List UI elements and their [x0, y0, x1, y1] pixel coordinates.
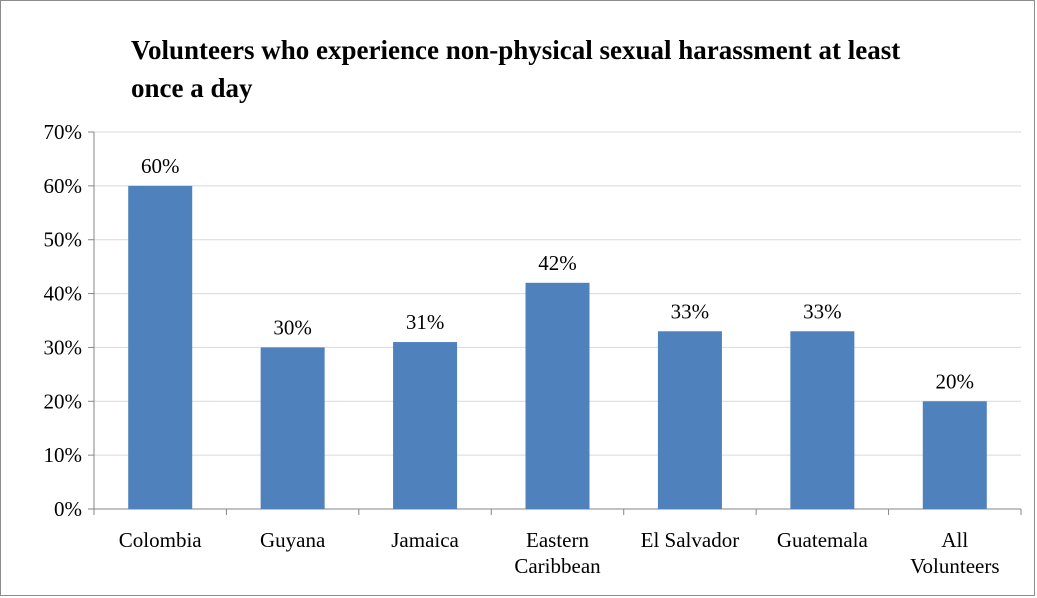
- x-category-label-line: Caribbean: [514, 554, 601, 578]
- x-category-label: Colombia: [119, 528, 203, 552]
- x-category-label: Jamaica: [391, 528, 459, 552]
- x-category-label: All Volunteers: [910, 528, 999, 578]
- x-category-label-line: Guatemala: [777, 528, 869, 552]
- x-category-label-line: Colombia: [119, 528, 203, 552]
- x-category-label: Eastern Caribbean: [514, 528, 601, 578]
- x-category-label: Guatemala: [777, 528, 869, 552]
- bar-6: [922, 401, 987, 509]
- data-label: 31%: [406, 310, 445, 334]
- x-category-label-line: Volunteers: [910, 554, 999, 578]
- data-label: 30%: [273, 315, 312, 339]
- bar-1: [260, 347, 325, 509]
- chart-title: Volunteers who experience non-physical s…: [131, 35, 901, 103]
- y-tick-label: 10%: [44, 443, 83, 467]
- x-category-label-line: All: [941, 528, 968, 552]
- x-category-label-line: Jamaica: [391, 528, 459, 552]
- y-tick-label: 70%: [44, 120, 83, 144]
- data-label: 42%: [538, 251, 577, 275]
- bar-0: [128, 185, 193, 509]
- bar-3: [525, 282, 590, 509]
- data-label: 33%: [803, 299, 842, 323]
- y-tick-label: 60%: [44, 174, 83, 198]
- data-label: 20%: [936, 369, 975, 393]
- y-tick-label: 0%: [54, 497, 82, 521]
- x-category-label-line: Eastern: [526, 528, 589, 552]
- x-category-label-line: El Salvador: [641, 528, 740, 552]
- y-tick-label: 40%: [44, 282, 83, 306]
- y-tick-label: 50%: [44, 228, 83, 252]
- y-tick-label: 30%: [44, 335, 83, 359]
- data-label: 33%: [671, 299, 710, 323]
- labels: 0% 10% 20% 30% 40% 50% 60% 70% 60% Colombia 30% Guy…: [44, 120, 1000, 578]
- bar-2: [393, 342, 458, 509]
- x-category-label: El Salvador: [641, 528, 740, 552]
- bar-5: [790, 331, 855, 509]
- bar-4: [657, 331, 722, 509]
- data-label: 60%: [141, 154, 180, 178]
- y-tick-label: 20%: [44, 389, 83, 413]
- x-category-label: Guyana: [260, 528, 326, 552]
- bars: [128, 185, 987, 509]
- x-category-label-line: Guyana: [260, 528, 326, 552]
